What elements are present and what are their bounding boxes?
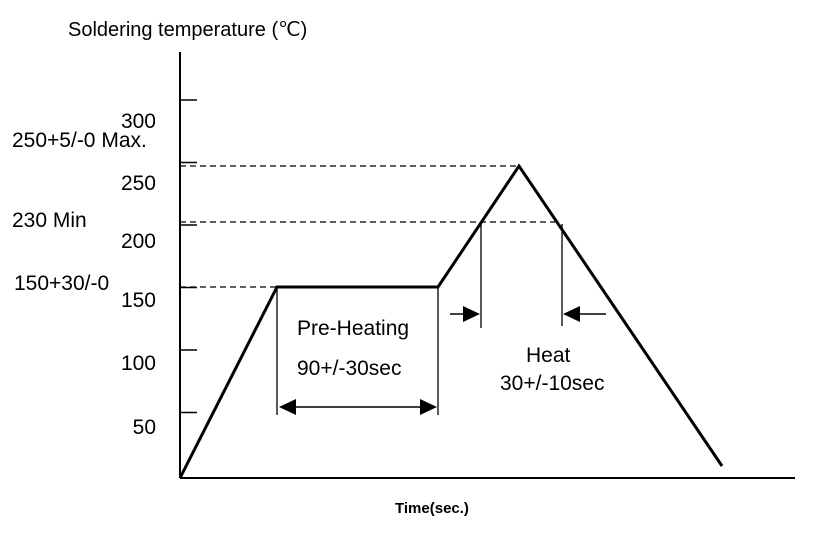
y-tick-label: 300 — [121, 110, 156, 133]
reference-lines: 250+5/-0 Max. 230 Min 150+30/-0 — [12, 129, 555, 295]
y-tick-label: 150 — [121, 289, 156, 312]
heat-left-arrowhead — [463, 306, 480, 322]
y-ticks: 50 100 150 200 250 300 — [121, 99, 197, 439]
reference-label: 150+30/-0 — [14, 272, 109, 295]
reference-label: 250+5/-0 Max. — [12, 129, 147, 152]
heat-title: Heat — [526, 344, 571, 367]
x-axis-title: Time(sec.) — [395, 500, 469, 517]
preheat-duration: 90+/-30sec — [297, 357, 402, 380]
y-tick-label: 200 — [121, 230, 156, 253]
preheat-title: Pre-Heating — [297, 317, 409, 340]
heat-duration: 30+/-10sec — [500, 372, 605, 395]
profile-line — [178, 163, 724, 479]
reference-label: 230 Min — [12, 209, 87, 232]
y-tick-label: 50 — [133, 416, 156, 439]
y-tick-label: 250 — [121, 172, 156, 195]
y-tick-label: 100 — [121, 352, 156, 375]
heat-right-arrowhead — [563, 306, 580, 322]
preheat-left-arrowhead — [279, 399, 296, 415]
preheat-right-arrowhead — [420, 399, 437, 415]
y-axis-title: Soldering temperature (℃) — [68, 19, 307, 41]
